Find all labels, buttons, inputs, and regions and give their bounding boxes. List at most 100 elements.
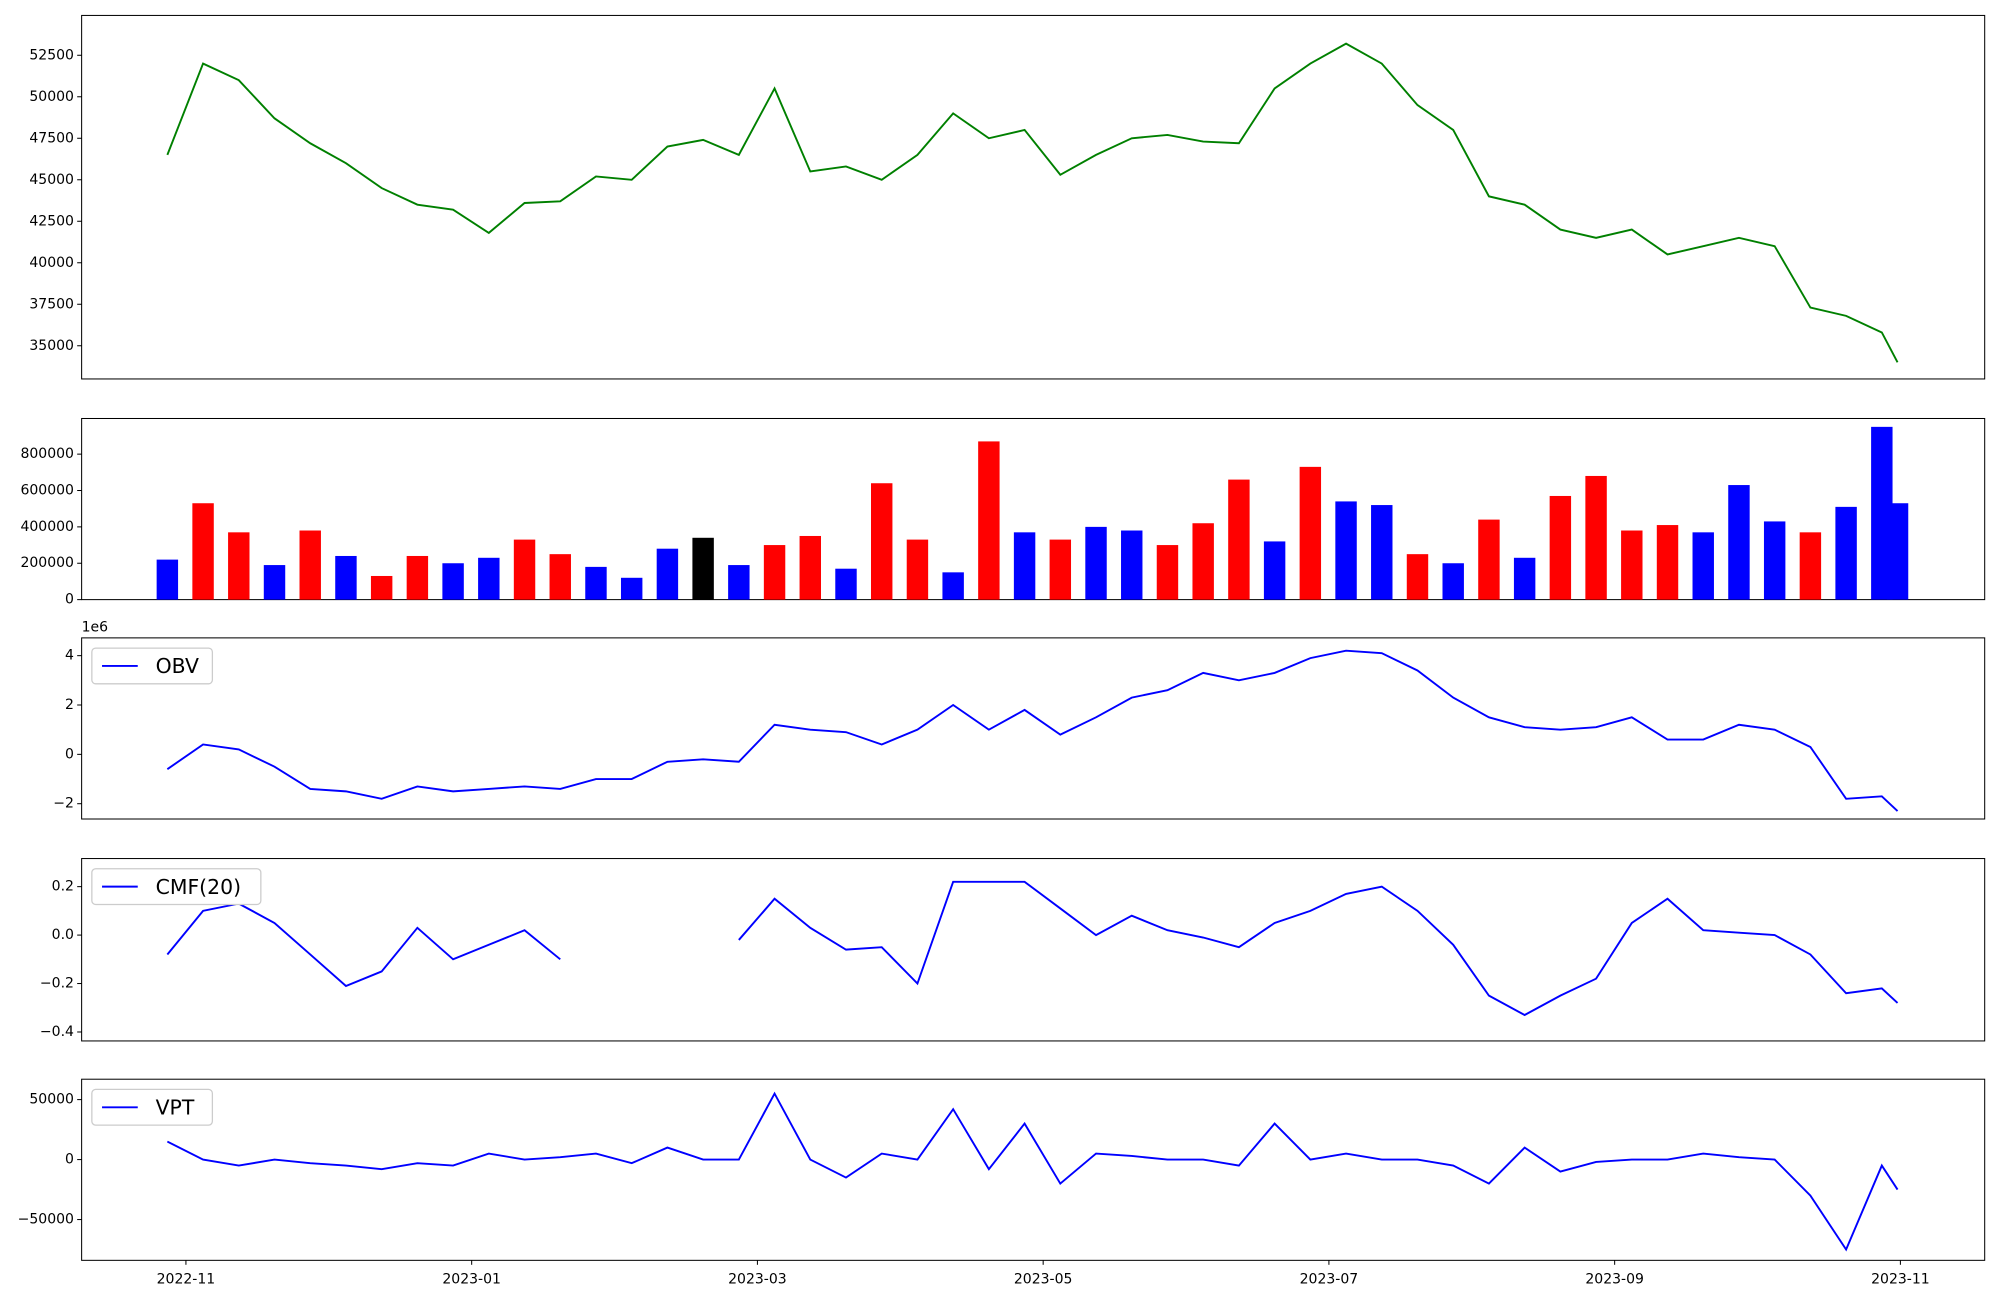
y-tick-label: 40000 [29, 255, 74, 271]
axes-frame [81, 858, 1986, 1042]
bar [1121, 530, 1143, 600]
bar [1263, 541, 1286, 600]
bar [1656, 525, 1679, 600]
y-tick-label: −0.4 [40, 1024, 74, 1040]
bar [1799, 532, 1822, 600]
bar [906, 539, 929, 600]
bar [1763, 521, 1786, 600]
y-tick-label: 0.2 [52, 879, 74, 895]
bar [549, 554, 571, 600]
bar [1406, 554, 1429, 600]
legend-label: CMF(20) [156, 875, 241, 899]
x-tick-label: 2023-01 [442, 1271, 501, 1287]
y-tick-label: 400000 [20, 519, 74, 535]
data-line [166, 649, 1899, 812]
bar [1156, 545, 1179, 600]
legend: OBV [91, 647, 214, 685]
bar [871, 483, 893, 600]
bar [585, 566, 607, 600]
bar [978, 441, 1000, 600]
bar [1886, 503, 1909, 600]
bar [1692, 532, 1714, 600]
axis-offset-label: 1e6 [82, 620, 109, 636]
bar [1442, 563, 1464, 600]
bar [406, 555, 429, 600]
x-tick-label: 2023-07 [1300, 1271, 1359, 1287]
bar [1299, 466, 1322, 600]
bar [192, 503, 214, 600]
legend-box [91, 1088, 214, 1126]
y-tick-label: −0.2 [40, 976, 74, 992]
bar [335, 555, 357, 600]
x-tick-label: 2023-03 [728, 1271, 787, 1287]
legend-box [91, 647, 214, 685]
bar [1835, 506, 1857, 600]
y-tick-label: 800000 [20, 446, 74, 462]
bar [763, 545, 786, 600]
axes-frame [81, 1078, 1986, 1261]
bar [620, 577, 643, 600]
x-tick-label: 2023-11 [1871, 1271, 1930, 1287]
y-tick-label: 2 [65, 697, 74, 713]
bar [656, 548, 679, 600]
bar [478, 557, 500, 600]
bar [728, 565, 750, 600]
y-tick-label: −50000 [18, 1212, 74, 1228]
bar [1085, 526, 1107, 600]
y-tick-label: 47500 [29, 130, 74, 146]
y-tick-label: 50000 [29, 1092, 74, 1108]
bar [513, 539, 536, 600]
y-tick-label: 35000 [29, 338, 74, 354]
axes-frame [81, 637, 1986, 820]
bar [1013, 532, 1036, 600]
bar [1228, 479, 1250, 600]
y-tick-label: 52500 [29, 47, 74, 63]
bar [1371, 505, 1393, 600]
x-tick-label: 2022-11 [157, 1271, 216, 1287]
bar [692, 537, 714, 600]
bar [1621, 530, 1643, 600]
axes-frame [81, 14, 1986, 380]
bar [1513, 557, 1536, 600]
legend-label: OBV [156, 654, 199, 678]
axes-frame [81, 417, 1986, 601]
y-tick-label: 0 [65, 592, 74, 608]
y-tick-label: 0 [65, 1152, 74, 1168]
bar [799, 535, 821, 600]
legend: CMF(20) [91, 868, 262, 906]
bar [835, 568, 857, 600]
bar [1192, 523, 1214, 600]
y-tick-label: 45000 [29, 172, 74, 188]
y-tick-label: 0.0 [52, 927, 74, 943]
bar [1049, 539, 1072, 600]
y-tick-label: 600000 [20, 483, 74, 499]
x-tick-label: 2023-09 [1585, 1271, 1644, 1287]
y-tick-label: 50000 [29, 89, 74, 105]
bar [156, 559, 179, 600]
x-tick-label: 2023-05 [1014, 1271, 1073, 1287]
bar [1549, 495, 1572, 600]
y-tick-label: 37500 [29, 296, 74, 312]
bar [228, 532, 250, 600]
y-tick-label: 4 [65, 648, 74, 664]
bar [1585, 475, 1607, 600]
bar [1478, 519, 1500, 600]
legend: VPT [91, 1088, 214, 1126]
data-line [166, 1091, 1899, 1252]
legend-label: VPT [156, 1096, 195, 1120]
y-tick-label: 0 [65, 746, 74, 762]
legend-box [91, 868, 262, 906]
y-tick-label: 42500 [29, 213, 74, 229]
bar [370, 575, 393, 600]
y-tick-label: 200000 [20, 555, 74, 571]
y-tick-label: −2 [53, 796, 74, 812]
bar [1728, 485, 1750, 600]
bar [1335, 501, 1357, 600]
bar [263, 565, 286, 600]
bar [442, 563, 464, 600]
bar [942, 572, 964, 600]
bar [299, 530, 321, 600]
data-line [166, 880, 1899, 1017]
data-line [166, 42, 1899, 363]
